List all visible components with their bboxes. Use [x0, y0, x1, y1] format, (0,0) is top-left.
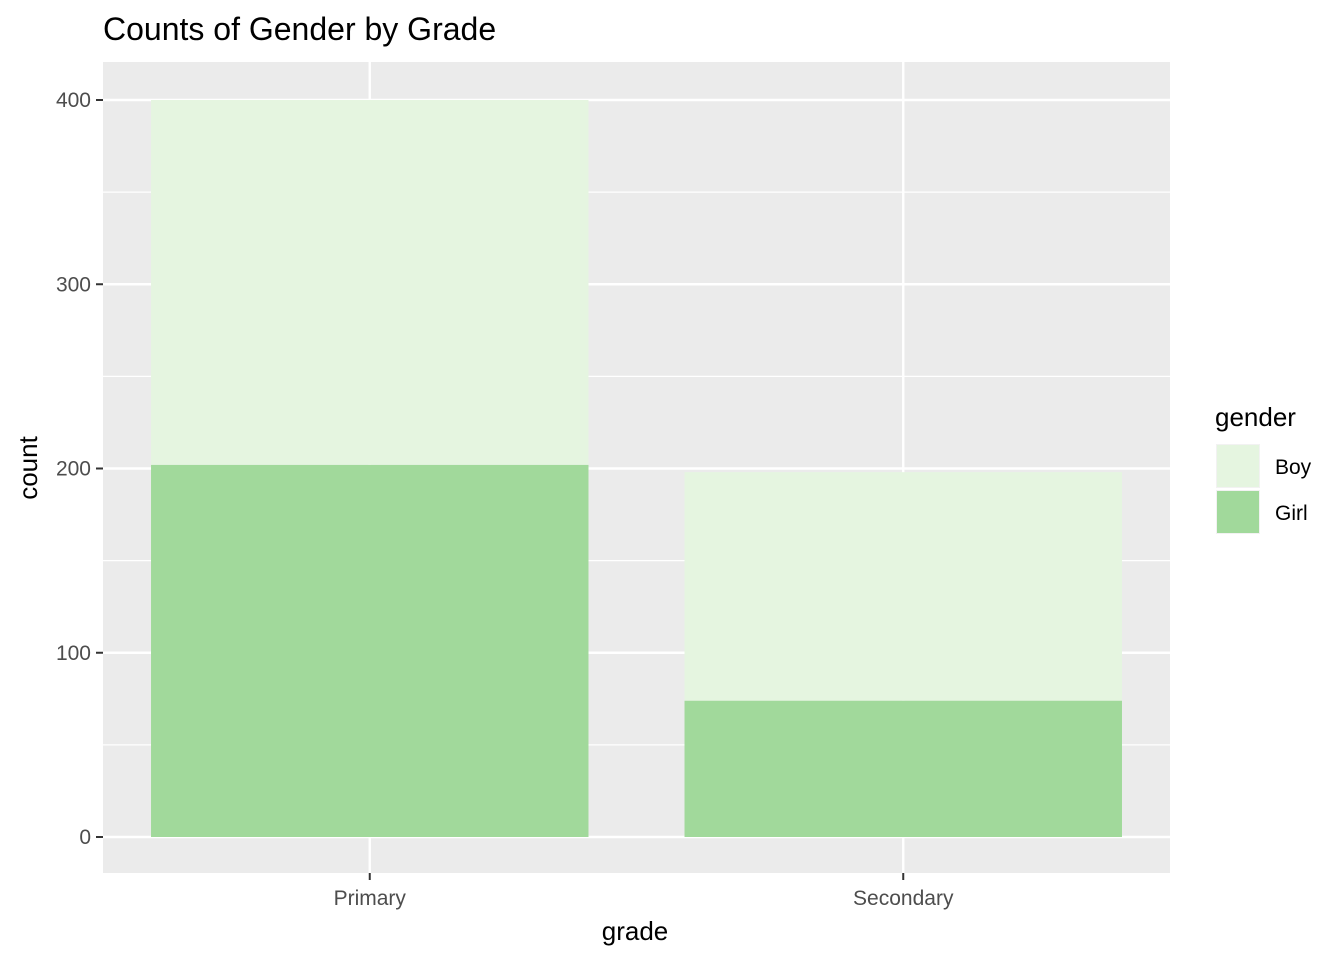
- bar-boy-secondary: [684, 472, 1122, 701]
- legend-label-girl: Girl: [1275, 502, 1308, 525]
- legend: gender Boy Girl: [1215, 402, 1312, 534]
- chart-title: Counts of Gender by Grade: [103, 11, 496, 47]
- bar-girl-secondary: [684, 700, 1122, 837]
- legend-key-boy: [1217, 445, 1259, 487]
- legend-key-girl: [1217, 491, 1259, 533]
- legend-keys: Boy Girl: [1216, 444, 1312, 534]
- legend-label-boy: Boy: [1275, 456, 1312, 479]
- x-tick-label: Secondary: [853, 887, 954, 910]
- bar-boy-primary: [151, 100, 589, 465]
- y-axis-title: count: [13, 435, 43, 499]
- y-axis: 0 100 200 300 400: [56, 89, 103, 849]
- y-tick-label: 400: [56, 89, 91, 112]
- x-tick-label: Primary: [334, 887, 407, 910]
- bar-girl-primary: [151, 464, 589, 837]
- bars: [151, 100, 1122, 837]
- legend-title: gender: [1215, 402, 1296, 432]
- x-axis-title: grade: [602, 916, 669, 946]
- x-axis: Primary Secondary: [334, 873, 954, 910]
- y-tick-label: 0: [79, 826, 91, 849]
- y-tick-label: 300: [56, 273, 91, 296]
- y-tick-label: 100: [56, 642, 91, 665]
- y-tick-label: 200: [56, 458, 91, 481]
